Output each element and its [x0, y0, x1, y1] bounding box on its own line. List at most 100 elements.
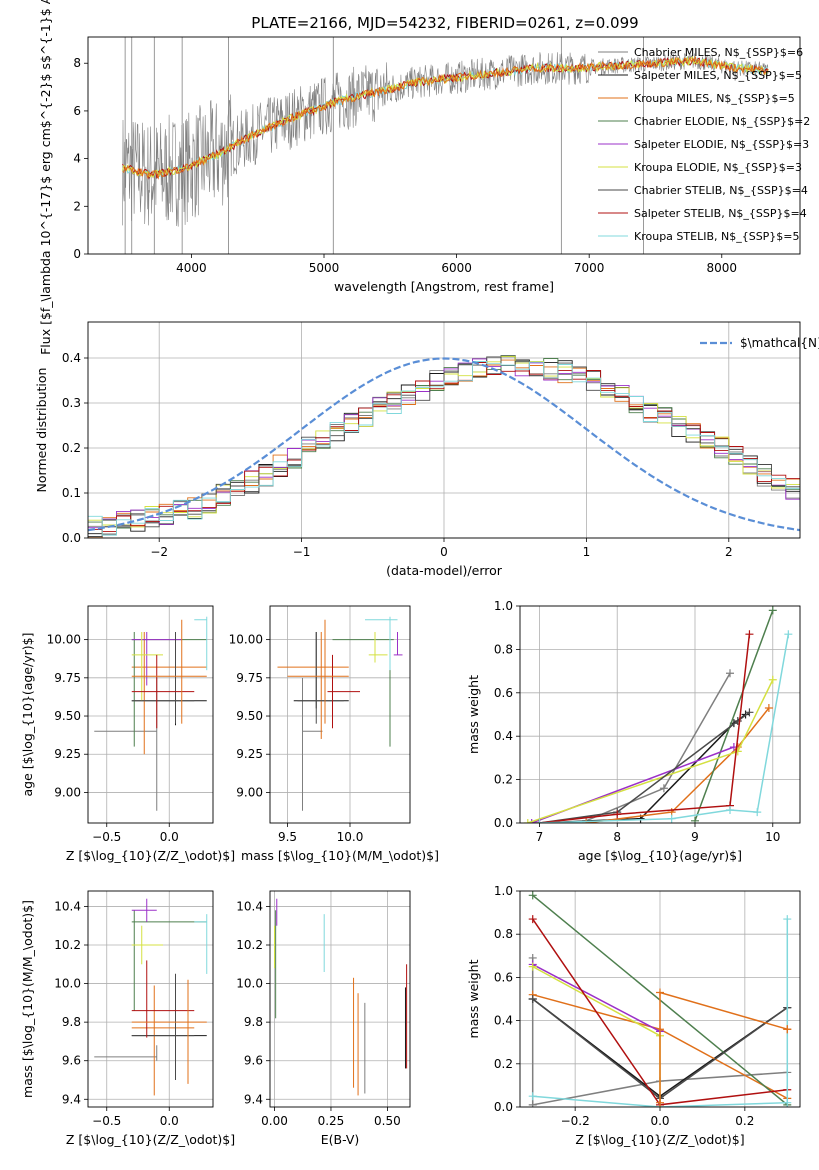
legend-entry: Salpeter ELODIE, N$_{SSP}$=3	[634, 138, 809, 151]
x-tick-label: −0.5	[92, 830, 121, 844]
massweight-vs-Z-axes: −0.2 0.0 0.2 0.0 0.2 0.4 0.6 0.8 1.0 Z [$\log_{10…	[466, 884, 801, 1147]
x-tick-label: −1	[293, 545, 311, 559]
mass-vs-Z-axes: −0.5 0.0 9.4 9.6 9.8 10.0 10.2 10.4 Z [$\log_{10…	[20, 890, 235, 1147]
age-vs-mass-axes: 9.5 10.0 9.00 9.25 9.50 9.75 10.00 mass [$\log_…	[229, 605, 439, 863]
data-point-marker	[733, 717, 742, 726]
data-point-marker	[528, 1092, 537, 1101]
plots: 4000 5000 6000 7000 8000 0 2 4 6 8 wavelength [Ang…	[20, 0, 819, 1147]
histogram-step	[88, 356, 800, 537]
x-tick-label: 2	[725, 545, 733, 559]
axes-frame	[269, 890, 411, 1108]
residuals-marks	[88, 355, 800, 538]
x-tick-label: 1	[583, 545, 591, 559]
data-point-marker	[726, 669, 734, 678]
y-tick-label: 0.6	[494, 970, 513, 984]
y-tick-label: 9.4	[62, 1092, 81, 1106]
legend-entry: Kroupa ELODIE, N$_{SSP}$=3	[634, 161, 802, 174]
x-tick-label: 8000	[706, 261, 737, 275]
legend-entry: $\mathcal{N}(0,1)$	[740, 336, 819, 350]
y-tick-label: 10.2	[236, 938, 263, 952]
y-tick-label: 0.0	[62, 531, 81, 545]
legend-entry: Chabrier STELIB, N$_{SSP}$=4	[634, 184, 808, 197]
y-tick-label: 0.8	[494, 642, 513, 656]
y-tick-label: 9.4	[244, 1092, 263, 1106]
gaussian-curve	[88, 357, 800, 532]
massweight-vs-age-marks	[523, 606, 793, 823]
x-tick-label: 10	[765, 830, 780, 844]
y-axis-label: age [$\log_{10}(age/yr)$]	[20, 632, 35, 796]
axes-frame	[87, 605, 214, 824]
x-tick-label: 0.0	[650, 1114, 669, 1128]
data-point-marker	[535, 819, 544, 823]
legend-entry: Salpeter STELIB, N$_{SSP}$=4	[634, 207, 807, 220]
data-point-marker	[656, 988, 664, 997]
y-tick-label: 9.50	[236, 709, 263, 723]
x-tick-label: 9	[691, 830, 699, 844]
x-axis-label: Z [$\log_{10}(Z/Z_\odot)$]	[66, 848, 235, 863]
y-tick-label: 9.6	[244, 1054, 263, 1068]
x-tick-label: 0.0	[160, 830, 179, 844]
y-axis-label: Flux [$f_\lambda 10^{-17}$ erg cm$^{-2}$…	[38, 0, 53, 355]
y-tick-label: 10.0	[236, 977, 263, 991]
mass-weight-line	[539, 634, 751, 823]
x-tick-label: 7000	[574, 261, 605, 275]
data-point-marker	[528, 1100, 537, 1107]
x-axis-label: mass [$\log_{10}(M/M_\odot)$]	[241, 848, 439, 863]
y-tick-label: 0.2	[62, 441, 81, 455]
x-tick-label: 9.5	[278, 830, 297, 844]
massweight-vs-Z-marks	[528, 891, 792, 1107]
y-tick-label: 10.0	[54, 977, 81, 991]
figure-title: PLATE=2166, MJD=54232, FIBERID=0261, z=0…	[251, 14, 638, 32]
data-point-marker	[667, 814, 676, 823]
data-point-marker	[726, 805, 734, 814]
x-tick-label: 0.25	[318, 1114, 345, 1128]
y-tick-label: 0.6	[494, 686, 513, 700]
age-vs-Z-axes: −0.5 0.0 9.00 9.25 9.50 9.75 10.00 Z [$\log_{10…	[20, 605, 235, 863]
x-tick-label: −2	[150, 545, 168, 559]
y-tick-label: 10.4	[54, 899, 81, 913]
axes-frame	[519, 890, 801, 1108]
mass-weight-line	[694, 610, 774, 822]
data-point-marker	[656, 1098, 664, 1107]
y-tick-label: 10.2	[54, 938, 81, 952]
axes-frame	[87, 321, 801, 539]
data-point-marker	[733, 747, 742, 756]
data-point-marker	[691, 816, 699, 823]
y-tick-label: 9.00	[54, 785, 81, 799]
mass-weight-line	[532, 963, 661, 1033]
data-point-marker	[783, 1025, 792, 1034]
mass-weight-line	[532, 919, 789, 1107]
legend-entry: Chabrier ELODIE, N$_{SSP}$=2	[634, 115, 810, 128]
y-tick-label: 0.2	[494, 773, 513, 787]
spectrum-marks	[122, 37, 769, 254]
data-point-marker	[582, 819, 591, 823]
spectrum-axes: 4000 5000 6000 7000 8000 0 2 4 6 8 wavelength [Ang…	[38, 0, 810, 355]
x-tick-label: 7	[536, 830, 544, 844]
model-spectrum-line	[122, 55, 769, 180]
y-tick-label: 9.6	[62, 1054, 81, 1068]
data-point-marker	[745, 630, 754, 639]
y-tick-label: 0.2	[494, 1057, 513, 1071]
mass-vs-Z-marks	[94, 898, 208, 1096]
residuals-axes: −2 −1 0 1 2 0.0 0.1 0.2 0.3 0.4 (data-model)/error…	[34, 321, 819, 578]
x-tick-label: 0	[440, 545, 448, 559]
y-tick-label: 9.75	[54, 671, 81, 685]
x-axis-label: age [$\log_{10}(age/yr)$]	[578, 848, 742, 863]
y-tick-label: 10.4	[236, 899, 263, 913]
y-tick-label: 0.8	[494, 927, 513, 941]
data-point-marker	[764, 703, 773, 712]
data-point-marker	[527, 819, 536, 823]
y-tick-label: 9.25	[54, 747, 81, 761]
x-tick-label: 0.00	[261, 1114, 288, 1128]
histogram-step	[88, 355, 800, 529]
data-point-marker	[528, 891, 537, 900]
y-tick-label: 0.1	[62, 486, 81, 500]
y-tick-label: 9.8	[62, 1015, 81, 1029]
mass-weight-line	[531, 958, 788, 1106]
y-tick-label: 8	[73, 56, 81, 70]
y-axis-label: mass weight	[466, 675, 481, 754]
mass-weight-line	[539, 711, 750, 823]
mass-vs-ebv-marks	[274, 898, 408, 1096]
histogram-step	[88, 355, 800, 535]
